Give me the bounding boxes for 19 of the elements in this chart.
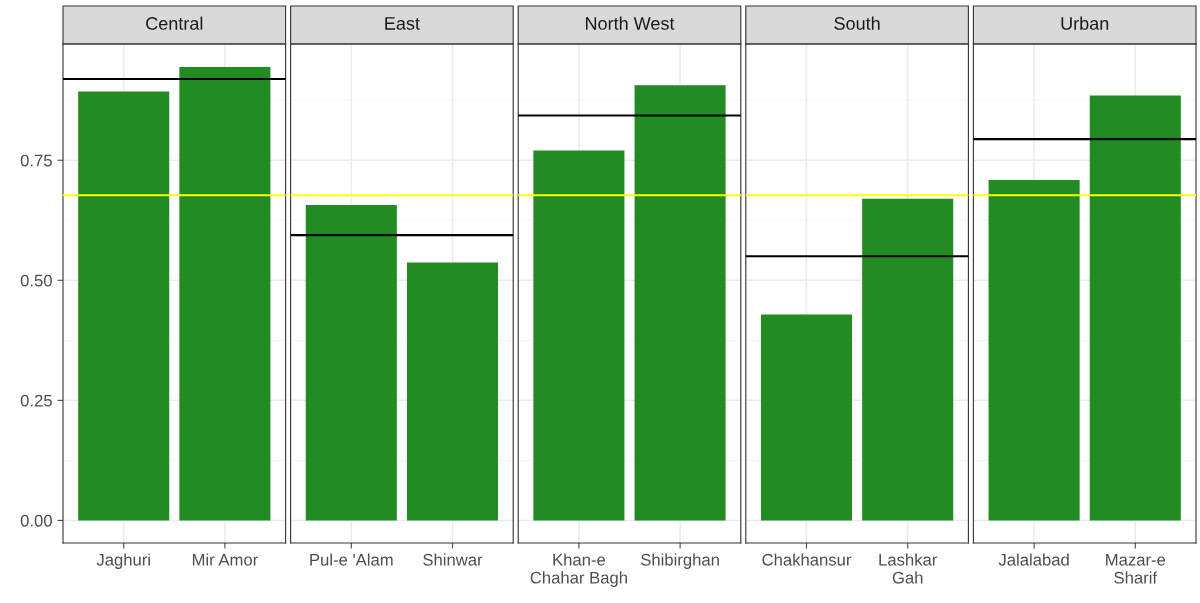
y-tick-label: 0.50 [20, 274, 52, 287]
x-tick-label: Mazar-e Sharif [1106, 554, 1166, 584]
x-tick-label: Khan-e Chahar Bagh [530, 553, 627, 587]
chart-title: North West [585, 16, 675, 30]
chart-title: Urban [1061, 16, 1109, 30]
chart-title: South [834, 16, 880, 30]
chart-title: East [385, 17, 420, 30]
x-tick-label: Jaghuri [96, 553, 150, 569]
x-tick-label: Shibirghan [641, 553, 719, 569]
x-tick-label: Chakhansur [762, 553, 852, 566]
x-tick-label: Shinwar [423, 553, 483, 566]
y-tick-label: 0.75 [20, 154, 52, 167]
y-tick-label: 0.25 [20, 394, 52, 407]
x-tick-label: Lashkar Gah [879, 553, 938, 584]
x-tick-label: Mir Amor [192, 553, 258, 566]
x-tick-label: Pul-e 'Alam [310, 553, 393, 566]
chart-title: Central [146, 16, 203, 30]
y-tick-label: 0.00 [20, 514, 52, 527]
x-tick-label: Jalalabad [998, 553, 1069, 566]
